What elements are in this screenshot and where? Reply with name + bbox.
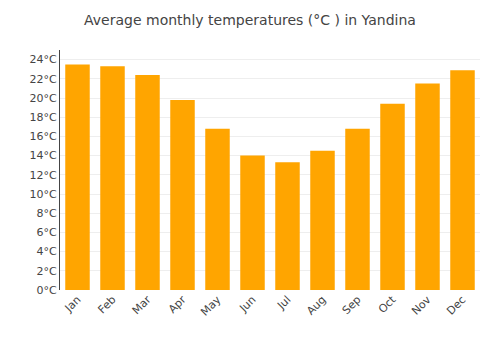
svg-text:14°C: 14°C [30, 149, 57, 162]
svg-text:Jan: Jan [62, 293, 84, 315]
svg-text:16°C: 16°C [30, 130, 57, 143]
svg-text:22°C: 22°C [30, 73, 57, 86]
svg-text:Jun: Jun [236, 293, 258, 315]
svg-text:24°C: 24°C [30, 53, 57, 66]
svg-text:12°C: 12°C [30, 169, 57, 182]
svg-text:10°C: 10°C [30, 188, 57, 201]
svg-text:Jul: Jul [274, 293, 293, 312]
svg-text:Sep: Sep [340, 293, 364, 317]
svg-text:May: May [198, 293, 224, 319]
svg-text:18°C: 18°C [30, 111, 57, 124]
svg-text:Aug: Aug [304, 293, 328, 317]
svg-text:Dec: Dec [444, 293, 468, 317]
svg-text:2°C: 2°C [37, 265, 57, 278]
svg-text:4°C: 4°C [37, 245, 57, 258]
svg-text:Mar: Mar [130, 293, 154, 317]
svg-text:Feb: Feb [96, 293, 119, 316]
svg-text:Average monthly temperatures (: Average monthly temperatures (°C ) in Ya… [84, 12, 416, 28]
svg-text:8°C: 8°C [37, 207, 57, 220]
svg-text:20°C: 20°C [30, 92, 57, 105]
svg-text:0°C: 0°C [37, 284, 57, 297]
svg-text:Oct: Oct [376, 293, 399, 316]
svg-text:Apr: Apr [166, 293, 189, 316]
svg-text:Nov: Nov [409, 293, 434, 318]
svg-text:6°C: 6°C [37, 226, 57, 239]
